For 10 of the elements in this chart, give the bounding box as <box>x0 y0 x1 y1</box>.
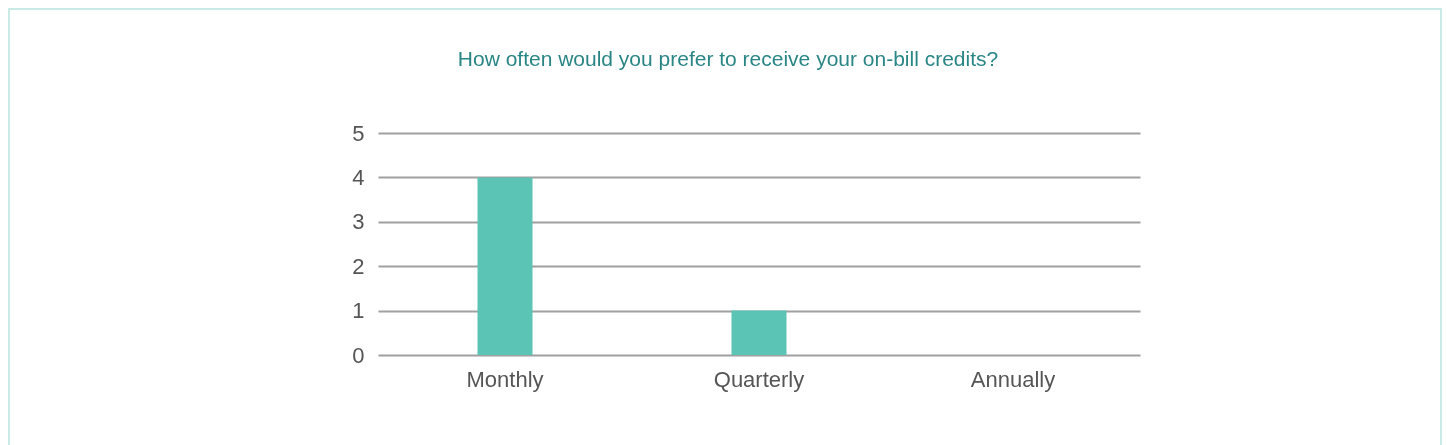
y-tick-label: 3 <box>352 209 365 235</box>
y-tick-label: 0 <box>352 342 365 368</box>
y-tick-label: 4 <box>352 164 365 190</box>
y-tick-label: 5 <box>352 120 365 146</box>
x-tick-label: Annually <box>970 366 1056 392</box>
x-tick-label: Quarterly <box>713 366 805 392</box>
x-tick-label: Monthly <box>466 366 544 392</box>
y-tick-label: 1 <box>352 298 365 324</box>
chart-title: How often would you prefer to receive your on-bill credits? <box>457 47 999 70</box>
y-tick-label: 2 <box>352 253 365 279</box>
